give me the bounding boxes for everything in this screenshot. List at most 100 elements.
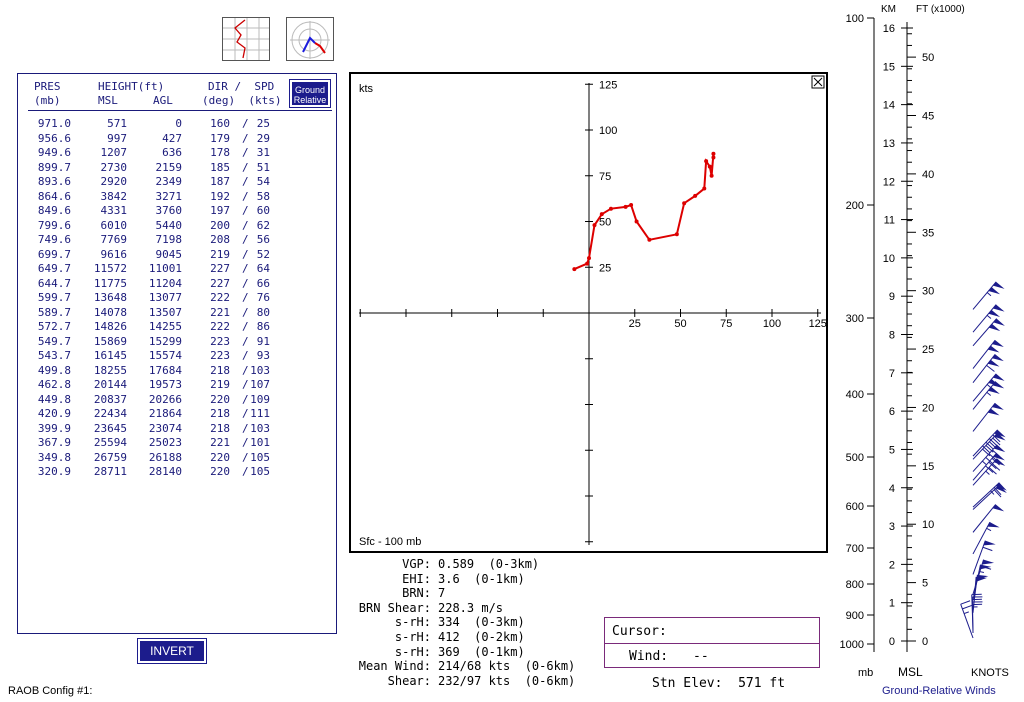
agl-cell: 20266 xyxy=(148,392,182,406)
dir-spd-separator: / xyxy=(242,204,249,217)
ground-relative-button[interactable]: Ground Relative xyxy=(289,79,331,108)
wind-barb xyxy=(972,432,1006,460)
km-label-value: 12 xyxy=(883,176,895,188)
parameter-value: 228.3 m/s xyxy=(438,600,504,615)
config-label: RAOB Config #1: xyxy=(8,685,93,697)
dir-cell: 222 xyxy=(210,320,230,333)
pressure-cell: 971.0 xyxy=(37,117,71,130)
pressure-cell: 949.6 xyxy=(37,146,71,159)
pres-header: PRES xyxy=(34,80,61,93)
ft-label: FT (x1000) xyxy=(916,4,965,15)
agl-cell: 3760 xyxy=(155,204,183,217)
dir-cell: 192 xyxy=(210,189,230,203)
spd-cell: 86 xyxy=(256,320,270,333)
parameter-label: BRN Shear: xyxy=(358,600,431,615)
skewt-chart-icon xyxy=(223,18,269,60)
hodograph-view-button[interactable] xyxy=(286,17,334,61)
km-label: KM xyxy=(881,4,896,15)
ground-relative-winds-label: Ground-Relative Winds xyxy=(882,685,996,697)
parameter-label: s-rH: xyxy=(394,615,431,630)
hodograph-point xyxy=(702,186,707,191)
ft-label-value: 25 xyxy=(922,344,934,356)
spd-cell: 31 xyxy=(256,146,270,159)
dir-cell: 220 xyxy=(210,465,230,478)
km-label-value: 10 xyxy=(883,253,895,265)
pressure-cell: 499.8 xyxy=(37,363,71,377)
hodograph-unit-label: kts xyxy=(359,83,374,95)
table-row: 864.6 3842 3271 192 / 58 xyxy=(18,190,336,205)
cursor-label: Cursor: xyxy=(612,624,667,639)
agl-cell: 13077 xyxy=(148,291,182,304)
skewt-view-button[interactable] xyxy=(222,17,270,61)
dir-spd-separator: / xyxy=(242,131,249,145)
spd-cell: 54 xyxy=(256,175,270,188)
expand-icon[interactable] xyxy=(811,75,825,89)
km-label-value: 4 xyxy=(889,483,895,495)
dir-cell: 218 xyxy=(210,421,230,435)
km-label-value: 15 xyxy=(883,61,895,73)
wind-profile: KM FT (x1000) mb MSL KNOTS Ground-Relati… xyxy=(840,4,1009,697)
msl-cell: 16145 xyxy=(93,349,127,362)
wind-barb xyxy=(972,373,1005,402)
agl-cell: 5440 xyxy=(155,218,183,232)
cursor-readout: Cursor: Wind: -- xyxy=(604,617,820,668)
dir-spd-separator: / xyxy=(242,146,249,159)
msl-cell: 3842 xyxy=(100,189,128,203)
pressure-cell: 399.9 xyxy=(37,421,71,435)
hodograph-point xyxy=(587,256,591,261)
agl-cell: 17684 xyxy=(148,363,182,377)
agl-cell: 19573 xyxy=(148,378,182,391)
dir-spd-separator: / xyxy=(242,218,249,232)
wind-barb xyxy=(972,458,1006,486)
hodograph-point xyxy=(704,159,709,164)
header-divider xyxy=(28,110,332,111)
msl-cell: 13648 xyxy=(93,291,127,304)
pressure-label: 600 xyxy=(846,501,864,513)
dir-cell: 185 xyxy=(210,160,230,174)
parameter-value: 3.6 (0-1km) xyxy=(438,571,525,586)
hodograph-point xyxy=(693,193,698,198)
spd-cell: 29 xyxy=(256,131,270,145)
wind-value: -- xyxy=(693,649,709,664)
invert-button[interactable]: INVERT xyxy=(137,638,207,664)
msl-cell: 14826 xyxy=(93,320,127,333)
msl-cell: 4331 xyxy=(100,204,128,217)
hodograph-point xyxy=(634,219,639,224)
dir-cell: 227 xyxy=(210,276,230,290)
msl-label: MSL xyxy=(898,665,923,679)
wind-barb xyxy=(972,429,1006,457)
dir-spd-separator: / xyxy=(242,421,249,435)
dir-spd-separator: / xyxy=(242,320,249,333)
dir-spd-separator: / xyxy=(242,291,249,304)
dir-cell: 218 xyxy=(210,407,230,420)
pressure-cell: 749.6 xyxy=(37,233,71,246)
dir-spd-unit-header: (deg) (kts) xyxy=(202,94,282,107)
km-label-value: 2 xyxy=(889,559,895,571)
agl-cell: 13507 xyxy=(148,305,182,319)
spd-cell: 101 xyxy=(250,436,270,449)
spd-cell: 103 xyxy=(250,421,270,435)
dir-cell: 223 xyxy=(210,349,230,362)
wind-barb xyxy=(972,402,1004,432)
parameter-label: VGP: xyxy=(402,557,431,571)
agl-cell: 25023 xyxy=(148,436,182,449)
table-row: 543.7 16145 15574 223 / 93 xyxy=(18,349,336,364)
msl-cell: 18255 xyxy=(93,363,127,377)
hodograph-point xyxy=(592,223,597,228)
hodograph-point xyxy=(647,237,652,242)
agl-header: AGL xyxy=(153,94,173,107)
dir-spd-separator: / xyxy=(242,160,249,174)
table-row: 462.8 20144 19573 219 /107 xyxy=(18,378,336,393)
km-label-value: 16 xyxy=(883,23,895,35)
dir-cell: 227 xyxy=(210,262,230,275)
msl-cell: 23645 xyxy=(93,421,127,435)
table-row: 699.7 9616 9045 219 / 52 xyxy=(18,248,336,263)
dir-cell: 197 xyxy=(210,204,230,217)
hodograph-point xyxy=(711,151,716,156)
wind-barb xyxy=(972,304,1005,333)
dir-cell: 223 xyxy=(210,334,230,348)
hodograph-point xyxy=(707,164,712,169)
spd-cell: 51 xyxy=(256,160,270,174)
km-label-value: 8 xyxy=(889,330,895,342)
hodograph-trace xyxy=(573,153,715,270)
